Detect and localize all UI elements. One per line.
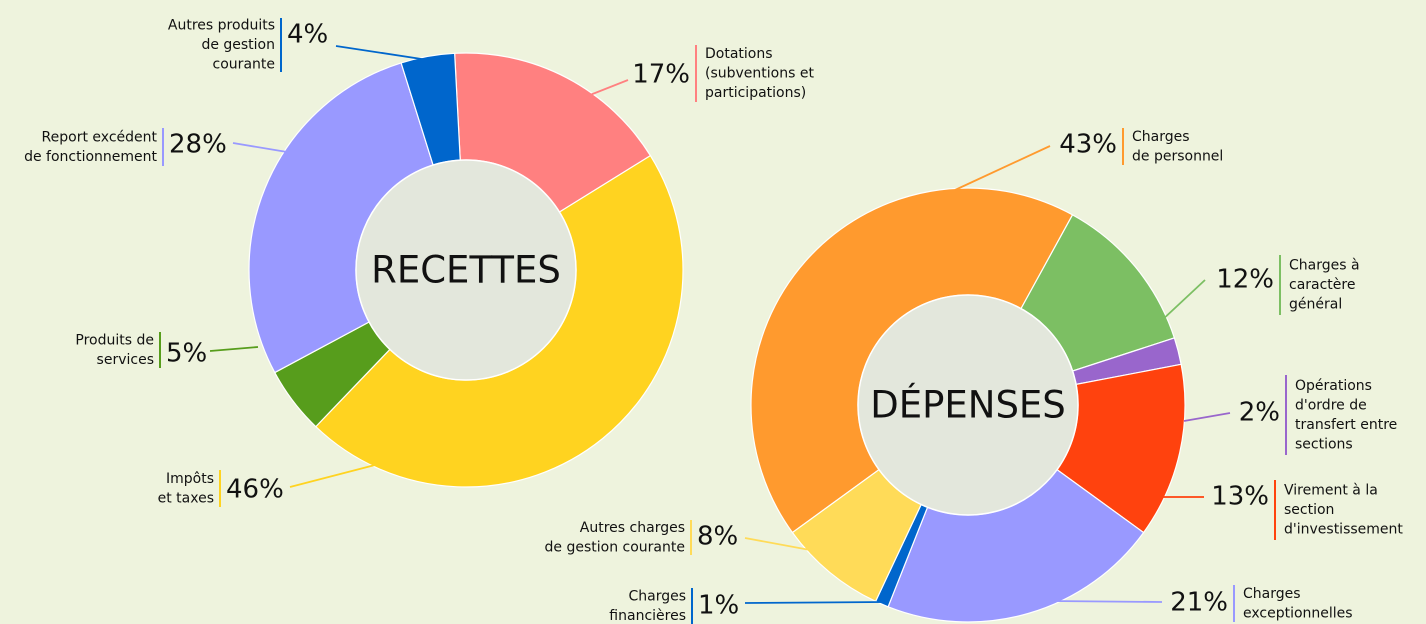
category-line: Report excédent: [42, 129, 158, 145]
category-line: Charges: [1243, 586, 1301, 602]
value-label: 46%: [226, 475, 284, 505]
leader-line: [1159, 279, 1206, 323]
category-label: Produits de services: [75, 332, 154, 368]
category-label: Virement à la section d'investissement: [1284, 483, 1403, 538]
category-line: Charges: [1132, 129, 1190, 145]
leader-line: [1183, 412, 1231, 422]
category-label: Opérations d'ordre de transfert entre secti…: [1295, 378, 1397, 453]
value-label: 4%: [287, 20, 328, 50]
category-line: d'investissement: [1284, 522, 1403, 538]
category-label: Autres charges de gestion courante: [545, 520, 685, 556]
value-label: 12%: [1216, 265, 1274, 295]
category-label: Impôts et taxes: [158, 471, 214, 507]
category-label: Autres produits de gestion courante: [168, 18, 275, 73]
category-line: Autres produits: [168, 18, 275, 34]
value-label: 28%: [169, 130, 227, 160]
category-line: participations): [705, 85, 806, 101]
category-line: Dotations: [705, 46, 773, 62]
leader-line: [1049, 600, 1163, 603]
category-line: d'ordre de: [1295, 397, 1367, 413]
value-label: 21%: [1170, 588, 1228, 618]
value-label: 17%: [632, 60, 690, 90]
category-line: transfert entre: [1295, 417, 1397, 433]
category-line: Impôts: [166, 471, 214, 487]
value-label: 43%: [1059, 130, 1117, 160]
category-label: Charges à caractère général: [1289, 258, 1360, 313]
category-label: Dotations (subventions et participations): [705, 46, 814, 101]
category-line: Charges à: [1289, 258, 1360, 274]
category-line: général: [1289, 297, 1342, 313]
center-title: RECETTES: [371, 249, 561, 292]
category-label: Charges de personnel: [1132, 129, 1223, 165]
value-label: 8%: [697, 522, 738, 552]
category-line: et taxes: [158, 490, 214, 506]
category-line: financières: [609, 608, 686, 624]
category-line: section: [1284, 502, 1334, 518]
category-line: (subventions et: [705, 66, 814, 82]
category-line: Opérations: [1295, 378, 1372, 394]
leader-line: [954, 145, 1051, 191]
category-line: Produits de: [75, 332, 154, 348]
leader-line: [232, 142, 288, 153]
category-label: Report excédent de fonctionnement: [24, 129, 157, 165]
leader-line: [744, 537, 811, 551]
category-line: sections: [1295, 436, 1353, 452]
value-label: 5%: [166, 339, 207, 369]
category-line: Virement à la: [1284, 483, 1378, 499]
category-line: services: [97, 352, 154, 368]
donut-hole: [857, 294, 1079, 516]
category-line: courante: [213, 57, 275, 73]
center-title: DÉPENSES: [870, 383, 1066, 427]
leader-line: [335, 45, 429, 61]
category-label: Charges financières: [609, 588, 686, 624]
category-line: caractère: [1289, 277, 1355, 293]
value-label: 1%: [698, 591, 739, 621]
category-line: Charges: [628, 588, 686, 604]
category-line: Autres charges: [580, 520, 685, 536]
category-line: de personnel: [1132, 148, 1223, 164]
donut-hole: [355, 159, 577, 381]
leader-line: [744, 601, 887, 604]
category-line: de fonctionnement: [24, 149, 157, 165]
category-line: de gestion: [201, 37, 275, 53]
category-label: Charges exceptionnelles: [1243, 586, 1353, 622]
leader-line: [589, 79, 629, 96]
leader-line: [289, 464, 376, 488]
value-label: 13%: [1211, 482, 1269, 512]
category-line: de gestion courante: [545, 539, 685, 555]
leader-line: [209, 346, 259, 352]
value-label: 2%: [1239, 398, 1280, 428]
category-line: exceptionnelles: [1243, 605, 1353, 621]
